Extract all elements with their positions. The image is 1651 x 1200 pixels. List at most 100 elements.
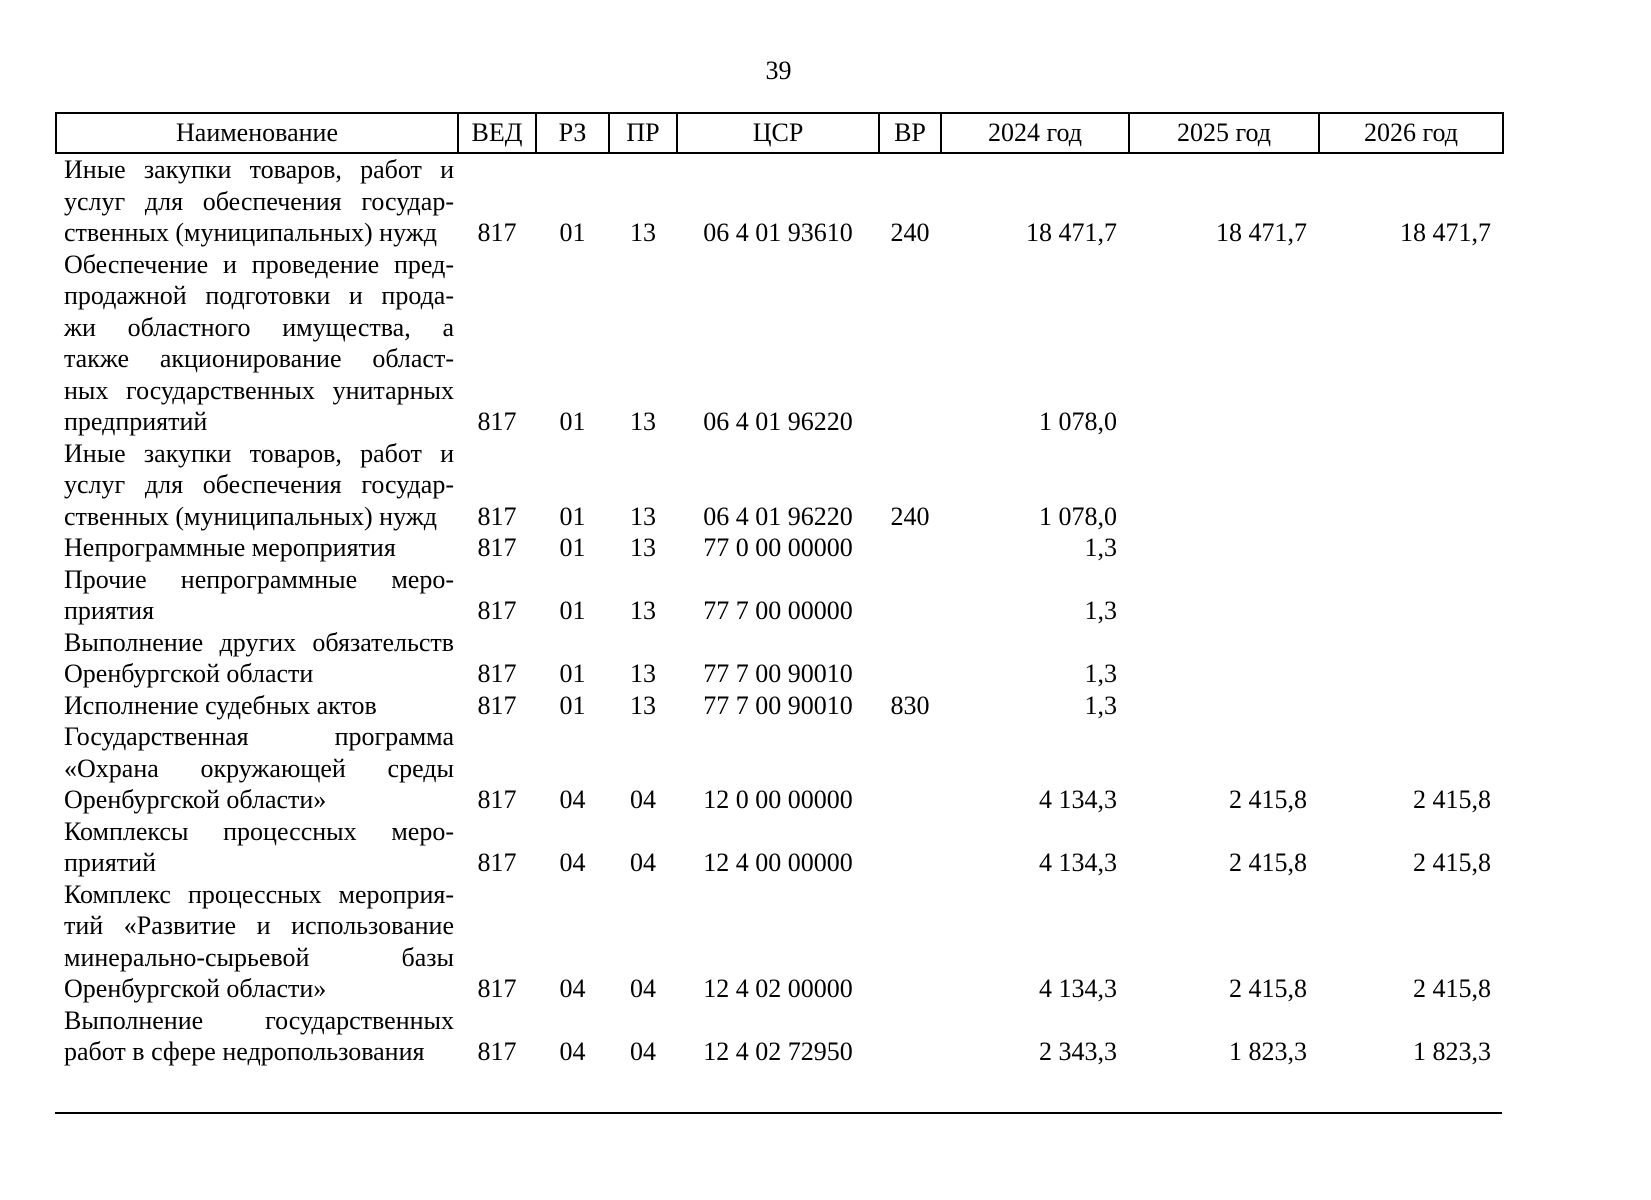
table-row: Исполнение судебных актов 817 01 13 77 7 00 … xyxy=(56,690,1503,722)
table-row: Выполнение государственных работ в сфере … xyxy=(56,1005,1503,1068)
row-name-cell: Непрограммные мероприятия xyxy=(56,532,458,564)
cell-y2024: 1 078,0 xyxy=(1039,407,1117,436)
table-header-row: Наименование ВЕД РЗ ПР ЦСР ВР 2024 год 2… xyxy=(55,112,1504,154)
table-row: Иные закупки товаров, работ и услуг для о… xyxy=(56,153,1503,249)
cell-rz: 01 xyxy=(559,659,586,688)
header-year-2025: 2025 год xyxy=(1128,112,1320,154)
row-name-line: Оренбургской области xyxy=(64,659,314,688)
cell-pr: 04 xyxy=(630,1037,656,1066)
header-csr: ЦСР xyxy=(676,112,880,154)
cell-ved: 817 xyxy=(477,533,517,562)
cell-y2024: 1,3 xyxy=(1084,533,1118,562)
cell-csr: 12 4 02 00000 xyxy=(703,974,853,1003)
row-name-line: работ в сфере недропользования xyxy=(64,1037,425,1066)
cell-pr: 13 xyxy=(630,533,656,562)
row-name-line: Оренбургской области» xyxy=(64,974,327,1003)
cell-rz: 01 xyxy=(559,533,586,562)
cell-csr: 77 7 00 90010 xyxy=(703,659,853,688)
cell-pr: 04 xyxy=(630,974,656,1003)
table-row: Комплексы процессных меро-приятий 817 04 04… xyxy=(56,816,1503,879)
table-row: Непрограммные мероприятия 817 01 13 77 0 00 … xyxy=(56,532,1503,564)
header-rz: РЗ xyxy=(535,112,610,154)
cell-y2026: 18 471,7 xyxy=(1400,218,1491,247)
cell-csr: 06 4 01 93610 xyxy=(703,218,853,247)
cell-y2025: 18 471,7 xyxy=(1216,218,1307,247)
cell-pr: 13 xyxy=(630,690,656,720)
row-name-line: жи областного имущества, а xyxy=(64,312,454,342)
cell-csr: 77 7 00 00000 xyxy=(703,596,853,625)
table-row: Комплекс процессных мероприя-тий «Развит… xyxy=(56,879,1503,1005)
cell-vr xyxy=(879,1005,941,1068)
header-year-2024: 2024 год xyxy=(940,112,1130,154)
cell-y2025: 2 415,8 xyxy=(1229,974,1307,1003)
row-name-line: Исполнение судебных актов xyxy=(64,690,377,720)
row-name-cell: Обеспечение и проведение пред-продажной … xyxy=(56,249,458,438)
cell-y2024: 1 078,0 xyxy=(1039,501,1117,531)
cell-ved: 817 xyxy=(477,659,517,688)
cell-ved: 817 xyxy=(477,218,517,247)
cell-vr: 240 xyxy=(890,218,930,247)
cell-vr xyxy=(879,249,941,438)
row-name-line: Выполнение других обязательств xyxy=(64,627,454,657)
table-row: Обеспечение и проведение пред-продажной … xyxy=(56,249,1503,438)
row-name-line: предприятий xyxy=(64,407,208,436)
cell-ved: 817 xyxy=(477,501,517,531)
row-name-cell: Выполнение государственных работ в сфере … xyxy=(56,1005,458,1068)
cell-ved: 817 xyxy=(477,1037,517,1066)
cell-csr: 12 4 02 72950 xyxy=(703,1037,853,1066)
cell-csr: 77 7 00 90010 xyxy=(703,690,853,720)
cell-y2025 xyxy=(1129,249,1319,438)
cell-y2025 xyxy=(1129,690,1319,722)
budget-table: Наименование ВЕД РЗ ПР ЦСР ВР 2024 год 2… xyxy=(55,112,1504,1068)
row-name-line: тий «Развитие и использование xyxy=(64,911,454,940)
cell-y2025: 2 415,8 xyxy=(1229,848,1307,877)
cell-rz: 01 xyxy=(559,690,586,720)
cell-csr: 12 0 00 00000 xyxy=(703,785,853,814)
cell-ved: 817 xyxy=(477,848,517,877)
row-name-line: Иные закупки товаров, работ и xyxy=(64,155,454,184)
cell-ved: 817 xyxy=(477,596,517,625)
header-ved: ВЕД xyxy=(457,112,537,154)
cell-pr: 04 xyxy=(630,785,656,814)
table-row: Иные закупки товаров, работ и услуг для о… xyxy=(56,438,1503,533)
cell-rz: 04 xyxy=(559,1037,586,1066)
row-name-cell: Иные закупки товаров, работ и услуг для о… xyxy=(56,438,458,533)
table-row: Государственная программа «Охрана окружаю… xyxy=(56,721,1503,816)
row-name-cell: Исполнение судебных актов xyxy=(56,690,458,722)
row-name-line: Государственная программа xyxy=(64,722,454,751)
table-row: Прочие непрограммные меро-приятия 817 01 13… xyxy=(56,564,1503,627)
row-name-cell: Комплексы процессных меро-приятий xyxy=(56,816,458,879)
cell-ved: 817 xyxy=(477,974,517,1003)
row-name-line: Выполнение государственных xyxy=(64,1005,454,1035)
cell-y2024: 1,3 xyxy=(1084,690,1118,720)
table-body: Иные закупки товаров, работ и услуг для о… xyxy=(56,153,1503,1068)
cell-y2024: 18 471,7 xyxy=(1026,218,1117,247)
cell-rz: 04 xyxy=(559,785,586,814)
cell-y2026: 2 415,8 xyxy=(1413,974,1491,1003)
cell-y2026 xyxy=(1319,249,1503,438)
cell-pr: 13 xyxy=(630,659,656,688)
row-name-cell: Комплекс процессных мероприя-тий «Развит… xyxy=(56,879,458,1005)
cell-rz: 04 xyxy=(559,848,586,877)
cell-y2026: 2 415,8 xyxy=(1413,848,1491,877)
cell-vr: 240 xyxy=(890,501,930,531)
cell-y2024: 4 134,3 xyxy=(1039,848,1117,877)
row-name-line: «Охрана окружающей среды xyxy=(64,753,454,783)
table-row: Выполнение других обязательств Оренбургск… xyxy=(56,627,1503,690)
cell-ved: 817 xyxy=(477,407,517,436)
row-name-cell: Иные закупки товаров, работ и услуг для о… xyxy=(56,153,458,249)
page-bottom-rule xyxy=(55,1111,1502,1114)
row-name-line: Иные закупки товаров, работ и xyxy=(64,438,454,468)
cell-pr: 13 xyxy=(630,407,656,436)
cell-y2026 xyxy=(1319,532,1503,564)
cell-y2024: 1,3 xyxy=(1084,596,1118,625)
cell-vr xyxy=(879,721,941,816)
cell-csr: 12 4 00 00000 xyxy=(703,848,853,877)
cell-vr xyxy=(879,532,941,564)
row-name-line: приятий xyxy=(64,848,156,877)
row-name-line: Комплекс процессных мероприя- xyxy=(64,879,454,909)
cell-vr xyxy=(879,879,941,1005)
cell-y2026 xyxy=(1319,690,1503,722)
row-name-line: ных государственных унитарных xyxy=(64,375,454,405)
row-name-line: Комплексы процессных меро- xyxy=(64,816,454,846)
